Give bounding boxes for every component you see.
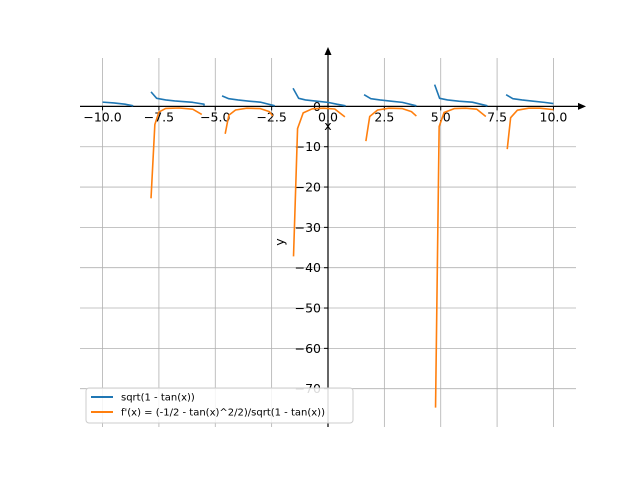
series-1-branch-7: [505, 94, 554, 105]
x-tick-label-2: −5.0: [200, 109, 230, 124]
y-tick-label-0: 0: [313, 99, 321, 114]
y-axis-arrowhead: [324, 47, 332, 55]
series-2-branch-4: [365, 107, 417, 142]
y-tick-label-5: −50: [295, 301, 321, 316]
y-tick-label-6: −60: [295, 341, 321, 356]
x-tick-label-3: −2.5: [256, 109, 286, 124]
x-axis-arrowhead: [578, 102, 586, 110]
tick-labels: −10.0 −7.5 −5.0 −2.5 0.0 2.5 5.0 7.5 10.0 0 −10 −20…: [83, 99, 567, 396]
y-axis-label: y: [272, 238, 287, 246]
series-1-branch-1: [102, 101, 134, 107]
x-tick-label-4: 0.0: [318, 109, 338, 124]
series-1-branch-2: [150, 91, 205, 106]
x-tick-label-1: −7.5: [144, 109, 174, 124]
legend-label-series-1: sqrt(1 - tan(x)): [121, 393, 195, 404]
legend-label-series-2: f'(x) = (-1/2 - tan(x)^2/2)/sqrt(1 - tan…: [121, 408, 325, 419]
x-tick-label-0: −10.0: [83, 109, 121, 124]
x-axis-label: x: [324, 118, 331, 133]
x-tick-label-7: 7.5: [487, 109, 507, 124]
series-2-branch-5: [434, 107, 487, 408]
series-2-branch-3: [292, 107, 346, 257]
series-1-branch-4: [292, 87, 346, 107]
axes: [80, 47, 586, 427]
series-1-branch-6: [433, 84, 488, 107]
legend: sqrt(1 - tan(x)) f'(x) = (-1/2 - tan(x)^…: [85, 387, 354, 424]
x-tick-label-6: 5.0: [431, 109, 451, 124]
y-tick-label-1: −10: [295, 139, 321, 154]
series-1-branch-5: [363, 94, 417, 107]
series-1: [102, 84, 554, 107]
y-tick-label-3: −30: [295, 220, 321, 235]
x-tick-label-5: 2.5: [374, 109, 394, 124]
series-2: [150, 107, 554, 408]
x-tick-label-8: 10.0: [540, 109, 568, 124]
series-2-branch-2: [224, 107, 274, 134]
series-1-branch-3: [221, 95, 275, 107]
series-2-branch-6: [506, 107, 554, 150]
series-2-branch-1: [150, 107, 203, 199]
y-tick-label-2: −20: [295, 180, 321, 195]
legend-frame: [85, 387, 354, 424]
y-tick-label-4: −40: [295, 260, 321, 275]
series-lines: [102, 84, 554, 408]
